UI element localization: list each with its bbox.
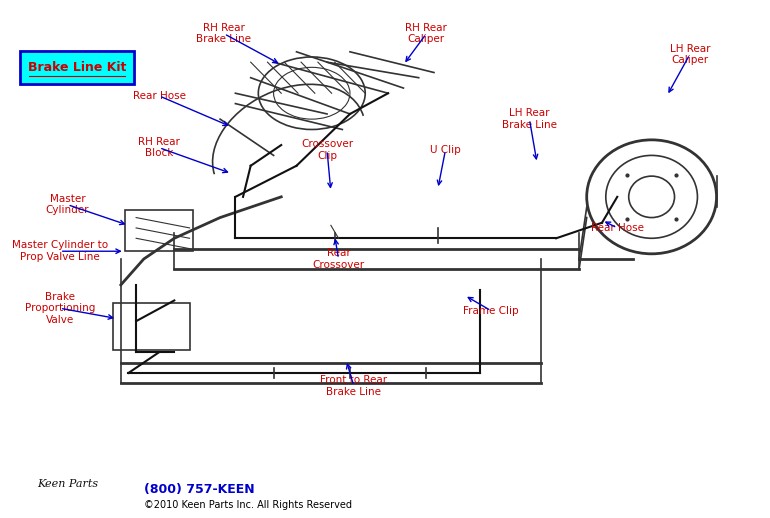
- Text: Rear
Crossover: Rear Crossover: [313, 248, 364, 270]
- Text: Frame Clip: Frame Clip: [464, 306, 519, 316]
- Text: Rear Hose: Rear Hose: [132, 91, 186, 101]
- Text: Keen Parts: Keen Parts: [37, 479, 98, 490]
- Text: LH Rear
Caliper: LH Rear Caliper: [670, 44, 710, 65]
- Text: Master
Cylinder: Master Cylinder: [45, 194, 89, 215]
- Text: ©2010 Keen Parts Inc. All Rights Reserved: ©2010 Keen Parts Inc. All Rights Reserve…: [144, 500, 352, 510]
- Text: Rear Hose: Rear Hose: [591, 223, 644, 233]
- Text: RH Rear
Brake Line: RH Rear Brake Line: [196, 23, 252, 45]
- Text: Master Cylinder to
Prop Valve Line: Master Cylinder to Prop Valve Line: [12, 240, 108, 262]
- FancyBboxPatch shape: [113, 303, 189, 350]
- FancyBboxPatch shape: [20, 51, 134, 84]
- FancyBboxPatch shape: [125, 210, 193, 251]
- Text: Brake Line Kit: Brake Line Kit: [28, 61, 126, 74]
- Text: U Clip: U Clip: [430, 145, 460, 155]
- Text: LH Rear
Brake Line: LH Rear Brake Line: [502, 108, 557, 130]
- Text: Front to Rear
Brake Line: Front to Rear Brake Line: [320, 375, 387, 397]
- Text: RH Rear
Caliper: RH Rear Caliper: [405, 23, 447, 45]
- Text: Brake
Proportioning
Valve: Brake Proportioning Valve: [25, 292, 95, 325]
- Text: (800) 757-KEEN: (800) 757-KEEN: [144, 483, 254, 496]
- Text: Crossover
Clip: Crossover Clip: [301, 139, 353, 161]
- Text: RH Rear
Block: RH Rear Block: [138, 137, 180, 159]
